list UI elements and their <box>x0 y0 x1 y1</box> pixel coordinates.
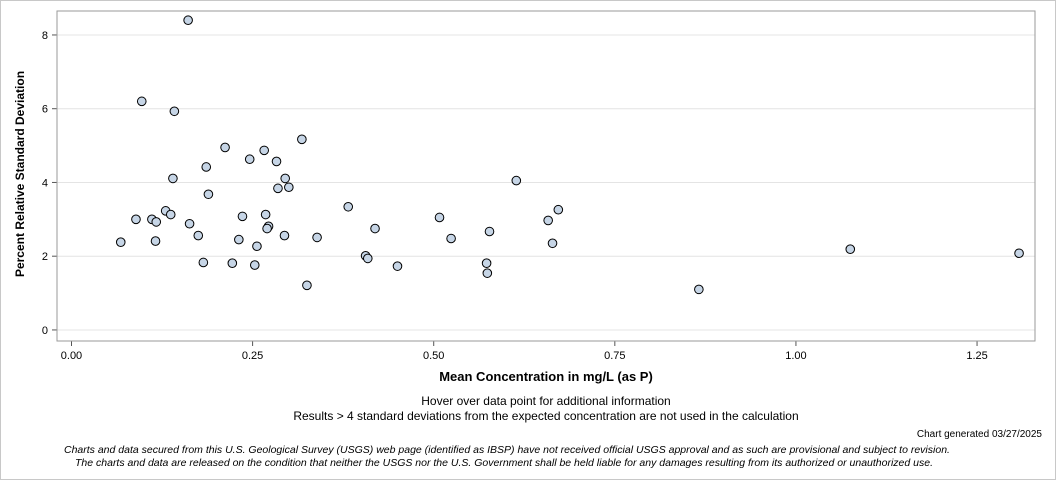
x-tick-label: 1.25 <box>966 350 987 362</box>
data-point[interactable] <box>482 268 493 278</box>
data-point[interactable] <box>198 257 209 268</box>
data-point[interactable] <box>547 238 558 249</box>
plot-area <box>57 11 1035 341</box>
data-point[interactable] <box>543 215 553 226</box>
data-point[interactable] <box>279 230 290 241</box>
data-point[interactable] <box>553 204 564 215</box>
data-point[interactable] <box>845 244 856 254</box>
data-point[interactable] <box>201 162 212 172</box>
data-point[interactable] <box>694 284 704 295</box>
y-tick-label: 8 <box>42 30 48 42</box>
data-point[interactable] <box>252 241 262 252</box>
data-point[interactable] <box>169 106 180 117</box>
data-point[interactable] <box>183 15 193 26</box>
data-point[interactable] <box>193 230 204 241</box>
data-point[interactable] <box>262 223 272 234</box>
data-point[interactable] <box>1014 248 1024 259</box>
data-point[interactable] <box>284 182 294 193</box>
data-point[interactable] <box>249 260 260 270</box>
data-point[interactable] <box>273 183 283 194</box>
data-point[interactable] <box>165 209 176 220</box>
y-tick-label: 4 <box>42 177 48 189</box>
x-tick-label: 0.00 <box>61 350 82 362</box>
data-point[interactable] <box>481 258 492 269</box>
data-point[interactable] <box>115 237 126 247</box>
x-tick-label: 0.75 <box>604 350 625 362</box>
disclaimer-line-2: The charts and data are released on the … <box>75 457 933 469</box>
data-point[interactable] <box>136 96 147 107</box>
data-point[interactable] <box>280 173 291 184</box>
data-point[interactable] <box>343 201 354 212</box>
results-note: Results > 4 standard deviations from the… <box>293 409 799 423</box>
data-point[interactable] <box>259 145 269 156</box>
data-point[interactable] <box>220 142 230 153</box>
data-point[interactable] <box>312 232 322 243</box>
hover-hint: Hover over data point for additional inf… <box>421 394 671 408</box>
data-point[interactable] <box>151 217 162 227</box>
data-point[interactable] <box>244 154 255 165</box>
data-point[interactable] <box>297 134 307 145</box>
data-point[interactable] <box>446 233 456 244</box>
data-point[interactable] <box>168 173 178 184</box>
data-point[interactable] <box>260 209 271 220</box>
data-point[interactable] <box>271 156 282 167</box>
x-axis-label: Mean Concentration in mg/L (as P) <box>439 369 653 384</box>
data-point[interactable] <box>511 175 522 186</box>
x-tick-label: 0.50 <box>423 350 444 362</box>
x-tick-label: 1.00 <box>785 350 806 362</box>
data-point[interactable] <box>362 253 373 264</box>
data-point[interactable] <box>370 223 380 234</box>
y-axis-label: Percent Relative Standard Deviation <box>13 70 27 278</box>
disclaimer-line-1: Charts and data secured from this U.S. G… <box>64 444 950 456</box>
data-point[interactable] <box>234 234 244 245</box>
data-point[interactable] <box>484 226 495 237</box>
data-point[interactable] <box>150 236 161 246</box>
y-tick-label: 0 <box>42 325 48 337</box>
y-tick-label: 2 <box>42 251 48 263</box>
data-point[interactable] <box>392 261 403 271</box>
x-tick-label: 0.25 <box>242 350 263 362</box>
data-point[interactable] <box>237 211 248 222</box>
generated-date: Chart generated 03/27/2025 <box>916 429 1042 440</box>
data-point[interactable] <box>184 218 195 229</box>
data-point[interactable] <box>203 189 214 200</box>
data-point[interactable] <box>302 280 312 291</box>
data-point[interactable] <box>131 214 141 225</box>
y-tick-label: 6 <box>42 104 48 116</box>
data-point[interactable] <box>227 258 238 269</box>
data-point[interactable] <box>434 212 445 223</box>
plot-border <box>56 10 1036 342</box>
